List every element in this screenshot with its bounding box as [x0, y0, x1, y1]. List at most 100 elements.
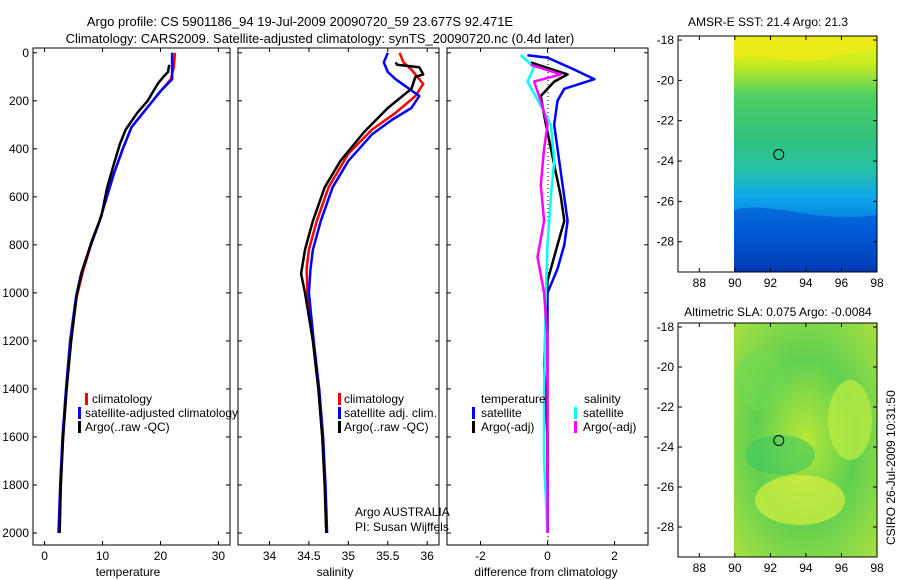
annotation-pi: PI: Susan Wijffels — [355, 520, 449, 534]
sla-patch-3 — [755, 475, 845, 525]
y-tick-label: 400 — [9, 142, 29, 156]
x-tick-label: 98 — [870, 561, 884, 575]
salinity-legend: climatology satellite adj. clim. Argo(..… — [338, 392, 437, 434]
legend-header-salinity: salinity — [584, 392, 621, 406]
series-argo-raw-qc- — [299, 61, 425, 534]
legend-label-argo: Argo(..raw -QC) — [344, 420, 429, 434]
sst-cool-patch — [734, 207, 877, 272]
difference-legend: temperature salinity satellite Argo(-adj… — [472, 392, 636, 434]
y-tick-label: 200 — [9, 94, 29, 108]
legend-label-climatology: climatology — [92, 392, 152, 406]
x-tick-label: 96 — [835, 561, 849, 575]
legend-label-temp-satellite: satellite — [481, 406, 522, 420]
series-salinity-argo-adj- — [530, 63, 563, 533]
sla-map-ticks: 88 90 92 94 96 98 -18 -20 -22 -24 -26 -28 — [657, 320, 884, 575]
y-tick-label: 0 — [22, 46, 29, 60]
y-tick-label: -18 — [657, 320, 675, 334]
y-tick-label: 1200 — [2, 334, 29, 348]
series-satellite-adjusted-climatology — [57, 52, 174, 534]
x-tick-label: 0 — [544, 549, 551, 563]
x-tick-label: 90 — [728, 276, 742, 290]
sst-warm-patch — [734, 36, 877, 61]
difference-panel: -2 0 2 difference from climatology tempera… — [446, 47, 649, 579]
y-tick-label: -26 — [657, 194, 675, 208]
title-line1: Argo profile: CS 5901186_94 19-Jul-2009 … — [87, 14, 514, 29]
y-tick-label: -28 — [657, 235, 675, 249]
salinity-ticks: 34 34.5 35 35.5 36 — [238, 48, 439, 563]
temperature-axes — [32, 47, 231, 546]
legend-swatch-argo — [338, 421, 341, 433]
legend-swatch-satellite-adj — [338, 407, 341, 419]
sla-argo-marker — [773, 435, 785, 447]
legend-label-temp-argo: Argo(-adj) — [481, 420, 534, 434]
legend-label-sal-satellite: satellite — [583, 406, 624, 420]
sla-patch-2 — [828, 380, 872, 460]
series-salinity-satellite — [519, 54, 556, 534]
x-tick-label: 94 — [799, 276, 813, 290]
y-tick-label: -20 — [657, 73, 675, 87]
y-tick-label: -24 — [657, 440, 675, 454]
x-tick-label: -2 — [475, 549, 486, 563]
y-tick-label: 2000 — [2, 526, 29, 540]
y-tick-label: 1600 — [2, 430, 29, 444]
x-tick-label: 90 — [728, 561, 742, 575]
x-tick-label: 88 — [693, 276, 707, 290]
legend-swatch-temp-argo — [472, 421, 475, 433]
legend-label-satellite-adjusted: satellite-adjusted climatology — [85, 406, 238, 420]
x-tick-label: 30 — [212, 549, 226, 563]
x-tick-label: 94 — [799, 561, 813, 575]
temperature-series — [57, 52, 177, 534]
legend-header-temperature: temperature — [481, 392, 546, 406]
legend-swatch-climatology — [85, 393, 88, 405]
sst-map-axes — [677, 35, 878, 273]
x-tick-label: 88 — [693, 561, 707, 575]
x-tick-label: 36 — [420, 549, 434, 563]
x-tick-label: 0 — [41, 549, 48, 563]
temperature-xlabel: temperature — [96, 565, 161, 579]
series-argo-raw-qc- — [58, 64, 171, 534]
legend-swatch-argo — [78, 421, 81, 433]
x-tick-label: 2 — [611, 549, 618, 563]
y-tick-label: -22 — [657, 114, 675, 128]
salinity-panel: 34 34.5 35 35.5 36 salinity climatology sate… — [237, 47, 450, 579]
legend-label-argo: Argo(..raw -QC) — [85, 420, 170, 434]
sla-map-title: Altimetric SLA: 0.075 Argo: -0.0084 — [684, 305, 872, 319]
sst-argo-marker — [773, 149, 785, 161]
y-tick-label: 1400 — [2, 382, 29, 396]
sst-map-title: AMSR-E SST: 21.4 Argo: 21.3 — [688, 15, 848, 29]
x-tick-label: 35 — [342, 549, 356, 563]
x-tick-label: 96 — [835, 276, 849, 290]
salinity-axes — [237, 47, 440, 546]
y-tick-label: -18 — [657, 33, 675, 47]
y-tick-label: -26 — [657, 480, 675, 494]
sst-map-ticks: 88 90 92 94 96 98 -18 -20 -22 -24 -26 -28 — [657, 33, 884, 290]
legend-swatch-sal-satellite — [574, 407, 577, 419]
legend-label-climatology: climatology — [344, 392, 404, 406]
temperature-ticks: 0 10 20 30 0 200 400 600 800 1000 1200 1400 1600 1800… — [2, 46, 230, 563]
annotation-argo-australia: Argo AUSTRALIA — [355, 505, 450, 519]
legend-label-satellite-adj: satellite adj. clim. — [344, 406, 437, 420]
title-line2: Climatology: CARS2009. Satellite-adjuste… — [66, 31, 575, 46]
x-tick-label: 10 — [96, 549, 110, 563]
x-tick-label: 98 — [870, 276, 884, 290]
x-tick-label: 34 — [263, 549, 277, 563]
y-tick-label: -28 — [657, 520, 675, 534]
y-tick-label: 800 — [9, 238, 29, 252]
y-tick-label: 1000 — [2, 286, 29, 300]
difference-ticks: -2 0 2 — [447, 48, 648, 563]
difference-series — [519, 53, 596, 534]
sst-map-panel: AMSR-E SST: 21.4 Argo: 21.3 88 90 92 94 96 98… — [657, 15, 884, 290]
series-satellite-adj-clim- — [307, 52, 421, 534]
y-tick-label: -22 — [657, 400, 675, 414]
series-temperature-satellite — [527, 53, 596, 533]
argo-position-circle — [773, 435, 785, 447]
series-temperature-argo-adj- — [530, 61, 569, 533]
temperature-legend: climatology satellite-adjusted climatolo… — [78, 392, 238, 434]
x-tick-label: 92 — [764, 276, 778, 290]
legend-swatch-satellite-adjusted — [78, 407, 81, 419]
sla-patch-4 — [745, 435, 815, 475]
footer-credit: CSIRO 26-Jul-2009 10:31:50 — [884, 390, 898, 545]
y-tick-label: -24 — [657, 154, 675, 168]
salinity-series — [299, 52, 425, 534]
legend-swatch-climatology — [338, 393, 341, 405]
